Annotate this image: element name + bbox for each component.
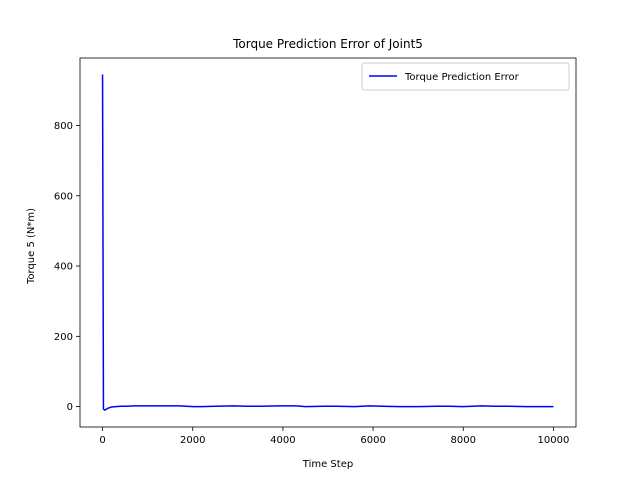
y-axis-label: Torque 5 (N*m) <box>26 208 37 285</box>
legend-frame <box>361 62 570 91</box>
y-tick-label: 800 <box>54 121 73 132</box>
chart-title: Torque Prediction Error of Joint5 <box>232 37 423 51</box>
y-tick-label: 400 <box>54 262 73 273</box>
plot-frame <box>79 57 577 428</box>
x-tick-label: 10000 <box>538 435 570 446</box>
x-tick-label: 0 <box>99 435 105 446</box>
x-tick-label: 6000 <box>360 435 385 446</box>
y-tick-label: 0 <box>67 402 73 413</box>
series-line-0 <box>101 74 554 411</box>
legend: Torque Prediction Error <box>361 62 570 91</box>
axes: 0 2000 4000 6000 8000 10000 0 200 400 600 800 <box>54 57 577 446</box>
y-tick-label: 200 <box>54 332 73 343</box>
x-tick-label: 4000 <box>270 435 295 446</box>
plot-area <box>101 74 554 411</box>
x-tick-label: 8000 <box>451 435 476 446</box>
y-tick-label: 600 <box>54 191 73 202</box>
x-axis-label: Time Step <box>302 459 353 470</box>
legend-entry-label: Torque Prediction Error <box>404 72 520 83</box>
x-tick-label: 2000 <box>180 435 205 446</box>
